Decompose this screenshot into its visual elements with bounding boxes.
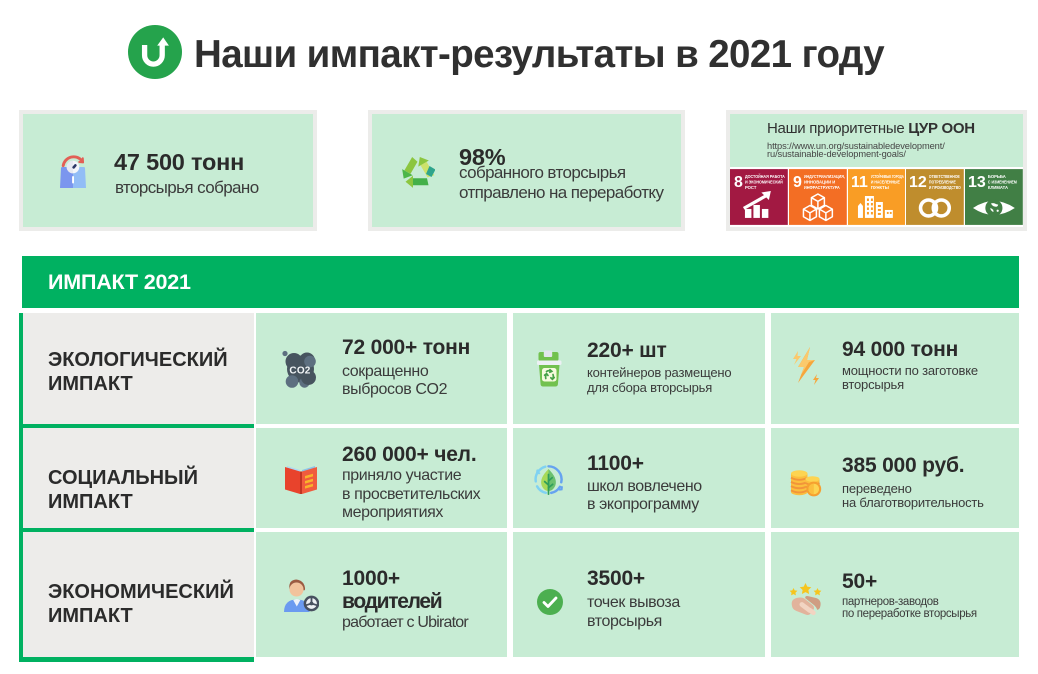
svg-text:ПОТРЕБЛЕНИЕ: ПОТРЕБЛЕНИЕ <box>929 180 956 185</box>
svg-text:8: 8 <box>734 174 743 191</box>
svg-text:ИННОВАЦИИ И: ИННОВАЦИИ И <box>804 180 835 185</box>
svg-text:ИНФРАСТРУКТУРА: ИНФРАСТРУКТУРА <box>804 185 840 190</box>
svg-text:ПУНКТЫ: ПУНКТЫ <box>871 185 889 190</box>
svg-text:11: 11 <box>851 174 868 191</box>
svg-text:КЛИМАТА: КЛИМАТА <box>988 185 1008 190</box>
svg-text:И ПРОИЗВОДСТВО: И ПРОИЗВОДСТВО <box>929 185 961 190</box>
svg-text:С ИЗМЕНЕНИЕМ: С ИЗМЕНЕНИЕМ <box>988 180 1017 185</box>
svg-text:13: 13 <box>968 174 986 191</box>
svg-text:УСТОЙЧИВЫЕ ГОРОДА: УСТОЙЧИВЫЕ ГОРОДА <box>871 174 904 179</box>
svg-text:БОРЬБА: БОРЬБА <box>988 174 1006 179</box>
svg-text:ИНДУСТРИАЛИЗАЦИЯ,: ИНДУСТРИАЛИЗАЦИЯ, <box>804 174 845 179</box>
svg-text:12: 12 <box>909 174 927 191</box>
svg-text:ОТВЕТСТВЕННОЕ: ОТВЕТСТВЕННОЕ <box>929 174 960 179</box>
svg-text:И НАСЕЛЕННЫЕ: И НАСЕЛЕННЫЕ <box>871 180 900 185</box>
svg-text:ДОСТОЙНАЯ РАБОТА: ДОСТОЙНАЯ РАБОТА <box>745 174 785 179</box>
svg-text:CO2: CO2 <box>289 366 310 377</box>
svg-text:9: 9 <box>793 174 802 191</box>
svg-text:И ЭКОНОМИЧЕСКИЙ: И ЭКОНОМИЧЕСКИЙ <box>745 180 783 185</box>
svg-text:РОСТ: РОСТ <box>745 185 757 190</box>
